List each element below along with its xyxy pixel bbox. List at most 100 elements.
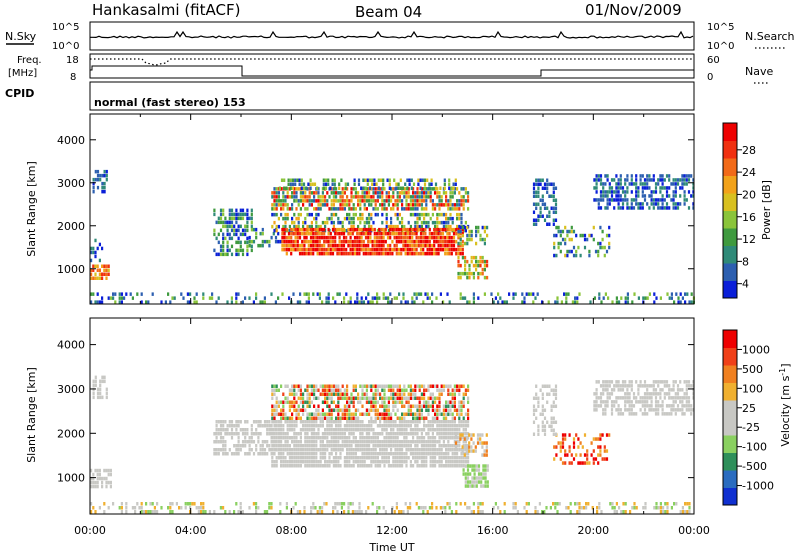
power-cells-cell (230, 220, 234, 225)
power-cells-cell (431, 220, 434, 225)
power-cells-cell (624, 296, 627, 300)
vel-cells-cell (459, 433, 462, 437)
vel-cells-cell (383, 448, 386, 452)
vel-cells-cell (681, 412, 684, 416)
power-cells-cell (444, 243, 447, 248)
power-cells-cell (624, 194, 627, 198)
vel-cells-cell (273, 384, 276, 388)
power-cells-cell (303, 227, 306, 232)
vel-cells-cell (293, 440, 296, 444)
vel-cells-cell (401, 460, 404, 464)
vel-cells-cell (304, 432, 307, 436)
vel-cells-cell (453, 448, 456, 452)
vel-cells-cell (605, 457, 609, 461)
vel-cells-cell (650, 392, 653, 396)
vel-cells-cell (440, 456, 443, 460)
vel-cells-cell (306, 452, 309, 456)
vel-cells-cell (453, 400, 456, 404)
power-cells-cell (285, 186, 288, 190)
vel-cells-cell (105, 387, 108, 392)
vel-cells-cell (304, 456, 307, 460)
power-cells-cell (286, 216, 289, 221)
vel-cells-cell (292, 506, 295, 510)
vel-cells-cell (376, 456, 379, 460)
power-cells-cell (378, 247, 381, 252)
vel-cells-cell (431, 440, 434, 444)
power-cells-cell (348, 212, 351, 217)
power-cells-cell (457, 255, 460, 260)
vel-cells-cell (277, 404, 280, 408)
cpid-frame (89, 81, 695, 111)
colorbar-swatch (723, 193, 737, 211)
vel-cells-cell (418, 456, 421, 460)
vel-cells-cell (601, 457, 604, 461)
power-cells-cell (371, 239, 374, 244)
vel-cells-cell (603, 457, 606, 461)
vel-cells-cell (255, 428, 258, 432)
power-cells-cell (235, 292, 238, 296)
vel-cells-cell (655, 506, 658, 510)
vel-cells-cell (416, 452, 419, 456)
vel-cells-cell (282, 464, 285, 468)
vel-cells-cell (593, 404, 596, 408)
power-cells-cell (423, 186, 427, 190)
power-cells-cell (286, 187, 289, 191)
colorbar-swatch (723, 365, 737, 383)
power-cells-cell (455, 251, 458, 256)
vel-cells-cell (105, 468, 108, 473)
vel-cells-cell (687, 404, 691, 408)
vel-cells-cell (275, 388, 278, 392)
power-cells-cell (341, 220, 344, 225)
colorbar-swatch (723, 400, 737, 418)
power-cells-cell (592, 225, 595, 230)
power-cells-cell (391, 247, 394, 252)
vel-cells-cell (396, 408, 399, 412)
vel-cells-cell (639, 408, 642, 412)
colorbar-swatch (723, 175, 737, 194)
vel-cells-cell (248, 440, 251, 444)
vel-cells-cell (383, 424, 386, 428)
power-cells-cell (430, 231, 434, 236)
vel-cells-cell (652, 408, 655, 412)
power-cells-cell (228, 216, 231, 221)
power-cells-cell (390, 199, 393, 203)
power-cells-cell (365, 296, 368, 300)
power-cells-cell (437, 235, 440, 240)
vel-cells-cell (252, 420, 256, 424)
vel-cells-cell (405, 464, 408, 468)
vel-cells-cell (286, 400, 289, 404)
vel-cells-cell (414, 444, 417, 448)
power-cells-cell (564, 237, 567, 242)
vel-cells-cell (390, 412, 393, 416)
power-cells-cell (292, 239, 295, 244)
vel-cells-cell (291, 424, 294, 428)
power-cells-cell (565, 296, 568, 300)
power-cells-cell (338, 292, 341, 296)
power-cells-cell (653, 292, 656, 296)
vel-cells-cell (328, 388, 331, 392)
vel-cells-cell (239, 420, 242, 424)
power-cells-cell (374, 207, 377, 211)
vel-cells-cell (403, 412, 406, 416)
vel-cells-cell (449, 436, 452, 440)
vel-cells-cell (593, 392, 596, 396)
power-cells-cell (233, 216, 236, 221)
power-cells-cell (619, 206, 622, 210)
vel-cells-cell (381, 416, 384, 420)
power-cells-cell (296, 247, 299, 252)
power-cells-cell (319, 195, 322, 199)
power-cells-cell (346, 203, 349, 207)
power-cells-cell (323, 231, 326, 236)
vel-cells-cell (263, 424, 267, 428)
power-cells-cell (293, 195, 296, 199)
vel-cells-cell (420, 416, 423, 420)
power-cells-cell (450, 227, 453, 232)
vel-cells-cell (543, 428, 547, 432)
vel-cells-cell (101, 480, 104, 485)
power-cells-cell (360, 186, 363, 190)
vel-cells-cell (374, 452, 377, 456)
vel-cells-cell (630, 408, 633, 412)
vel-cells-cell (372, 460, 375, 464)
vel-cells-cell (280, 420, 283, 424)
vel-cells-cell (202, 502, 205, 506)
